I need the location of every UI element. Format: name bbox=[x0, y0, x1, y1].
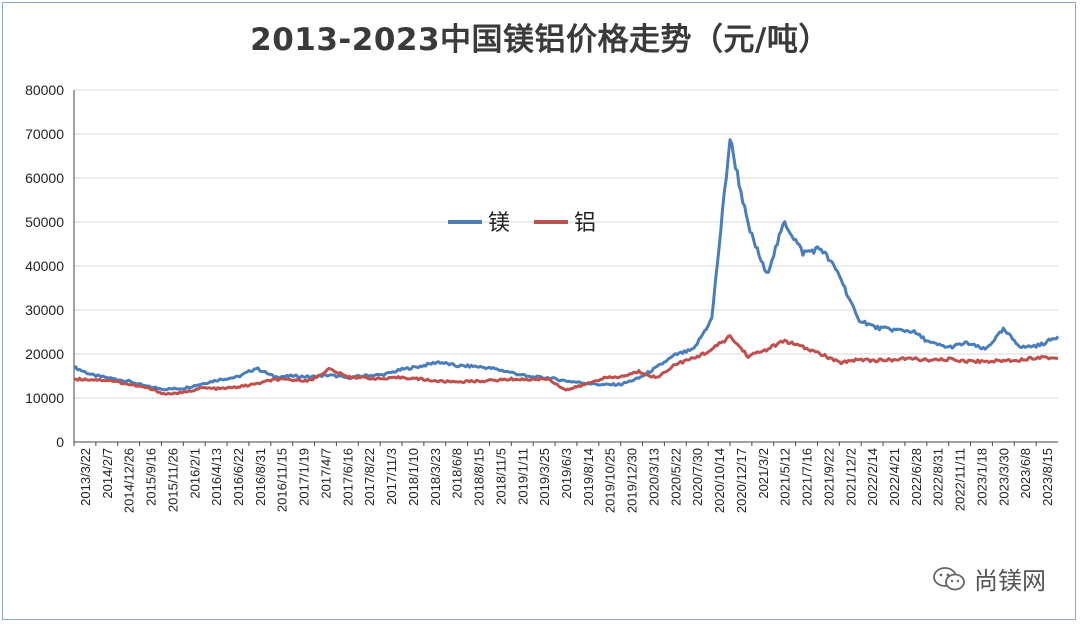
x-tick-label: 2016/6/22 bbox=[231, 448, 246, 506]
x-tick-label: 2015/9/16 bbox=[144, 448, 159, 506]
legend-label: 铝 bbox=[574, 211, 596, 236]
x-tick-label: 2020/12/17 bbox=[734, 448, 749, 513]
x-tick-label: 2021/3/2 bbox=[756, 448, 771, 499]
watermark: 尚镁网 bbox=[932, 561, 1046, 596]
chart-title: 2013-2023中国镁铝价格走势（元/吨） bbox=[250, 22, 830, 58]
x-tick-label: 2021/9/22 bbox=[821, 448, 836, 506]
x-tick-label: 2019/3/25 bbox=[537, 448, 552, 506]
x-tick-label: 2019/1/11 bbox=[515, 448, 530, 505]
x-tick-label: 2018/11/5 bbox=[493, 448, 508, 505]
y-tick-label: 0 bbox=[56, 434, 64, 450]
y-tick-label: 70000 bbox=[25, 126, 64, 142]
x-tick-label: 2022/11/11 bbox=[953, 448, 968, 511]
y-tick-label: 80000 bbox=[25, 82, 64, 98]
x-tick-label: 2016/8/31 bbox=[253, 448, 268, 506]
x-tick-label: 2022/6/28 bbox=[909, 448, 924, 506]
x-tick-label: 2018/8/15 bbox=[472, 448, 487, 506]
x-tick-label: 2018/3/23 bbox=[428, 448, 443, 506]
x-tick-label: 2020/3/13 bbox=[646, 448, 661, 506]
x-tick-label: 2016/2/1 bbox=[187, 448, 202, 499]
x-tick-label: 2019/12/30 bbox=[625, 448, 640, 513]
x-tick-label: 2016/11/15 bbox=[275, 448, 290, 512]
x-tick-label: 2017/4/7 bbox=[318, 448, 333, 499]
x-tick-label: 2023/3/30 bbox=[996, 448, 1011, 506]
series-line-aluminum bbox=[73, 334, 1059, 396]
y-tick-label: 10000 bbox=[25, 390, 64, 406]
x-tick-label: 2021/5/12 bbox=[778, 448, 793, 506]
x-tick-label: 2019/10/25 bbox=[603, 448, 618, 513]
x-tick-label: 2023/8/15 bbox=[1040, 448, 1055, 506]
x-tick-label: 2022/8/31 bbox=[931, 448, 946, 506]
watermark-text: 尚镁网 bbox=[974, 567, 1046, 595]
y-tick-label: 40000 bbox=[25, 258, 64, 274]
x-tick-label: 2022/2/14 bbox=[865, 448, 880, 506]
x-tick-label: 2023/6/8 bbox=[1018, 448, 1033, 499]
series-line-magnesium bbox=[73, 138, 1060, 392]
x-tick-label: 2017/1/19 bbox=[297, 448, 312, 506]
x-tick-label: 2021/12/2 bbox=[843, 448, 858, 506]
wechat-icon bbox=[933, 566, 965, 590]
x-tick-label: 2019/6/3 bbox=[559, 448, 574, 499]
x-tick-label: 2016/4/13 bbox=[209, 448, 224, 506]
x-tick-label: 2021/7/16 bbox=[800, 448, 815, 506]
x-tick-label: 2019/8/14 bbox=[581, 448, 596, 506]
x-tick-label: 2020/5/22 bbox=[668, 448, 683, 506]
x-tick-label: 2020/10/14 bbox=[712, 448, 727, 513]
x-tick-label: 2018/1/10 bbox=[406, 448, 421, 506]
x-tick-label: 2017/11/3 bbox=[384, 448, 399, 505]
x-tick-label: 2014/12/26 bbox=[122, 448, 137, 513]
x-tick-label: 2017/8/22 bbox=[362, 448, 377, 506]
y-tick-label: 60000 bbox=[25, 170, 64, 186]
x-tick-label: 2022/4/21 bbox=[887, 448, 902, 506]
x-tick-label: 2020/7/30 bbox=[690, 448, 705, 506]
x-tick-label: 2023/1/18 bbox=[974, 448, 989, 506]
x-tick-label: 2018/6/8 bbox=[450, 448, 465, 499]
x-tick-label: 2013/3/22 bbox=[78, 448, 93, 506]
y-tick-label: 50000 bbox=[25, 214, 64, 230]
legend-label: 镁 bbox=[488, 211, 510, 236]
y-tick-label: 20000 bbox=[25, 346, 64, 362]
y-tick-label: 30000 bbox=[25, 302, 64, 318]
x-tick-label: 2015/11/26 bbox=[165, 448, 180, 512]
x-tick-label: 2017/6/16 bbox=[340, 448, 355, 506]
x-tick-label: 2014/2/7 bbox=[100, 448, 115, 499]
